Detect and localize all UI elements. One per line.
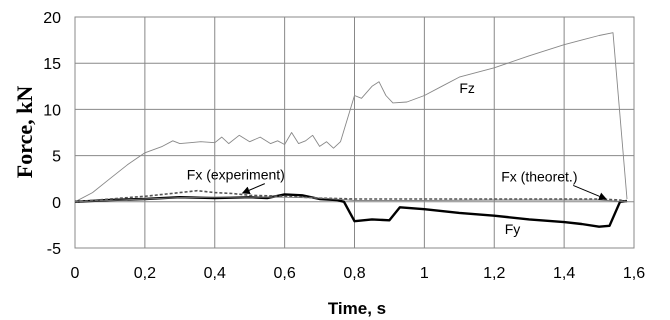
x-tick-label: 0,2	[134, 265, 156, 282]
x-tick-label: 1,6	[623, 265, 645, 282]
y-tick-label: 5	[52, 149, 61, 166]
y-axis-label: Force, kN	[12, 86, 37, 179]
annotation-fz: Fz	[459, 80, 475, 96]
x-tick-label: 1	[420, 265, 429, 282]
annotation-fy: Fy	[505, 221, 521, 237]
y-tick-label: 10	[43, 102, 61, 119]
y-tick-label: 15	[43, 56, 61, 73]
grid	[74, 16, 635, 249]
annotations-layer: Fz Fx (experiment) Fx (theoret.) Fy	[187, 80, 607, 237]
x-tick-label: 0	[71, 265, 80, 282]
annotation-fx-theoret-arrow	[573, 185, 607, 201]
x-tick-label: 1,2	[483, 265, 505, 282]
y-tick-label: -5	[47, 241, 61, 258]
series-line-fx-theoret	[74, 196, 628, 203]
axis-labels: Time, s Force, kN	[12, 86, 386, 318]
series-layer	[74, 32, 628, 228]
x-tick-label: 0,6	[274, 265, 296, 282]
x-tick-label: 0,4	[204, 265, 226, 282]
x-tick-label: 0,8	[343, 265, 365, 282]
series-line-fy	[74, 193, 628, 228]
series-line-fz	[74, 32, 628, 203]
y-tick-label: 20	[43, 10, 61, 27]
x-tick-label: 1,4	[553, 265, 575, 282]
series-line-fx-experiment	[74, 189, 628, 203]
annotation-fx-theoret: Fx (theoret.)	[501, 168, 577, 184]
x-axis-label: Time, s	[328, 299, 386, 318]
annotation-fx-experiment-arrow	[241, 183, 265, 194]
y-tick-label: 0	[52, 195, 61, 212]
annotation-fx-experiment: Fx (experiment)	[187, 167, 285, 183]
axes: 0 0,2 0,4 0,6 0,8 1 1,2 1,4 1,6 -5 0 5 10 15 20	[43, 10, 645, 282]
